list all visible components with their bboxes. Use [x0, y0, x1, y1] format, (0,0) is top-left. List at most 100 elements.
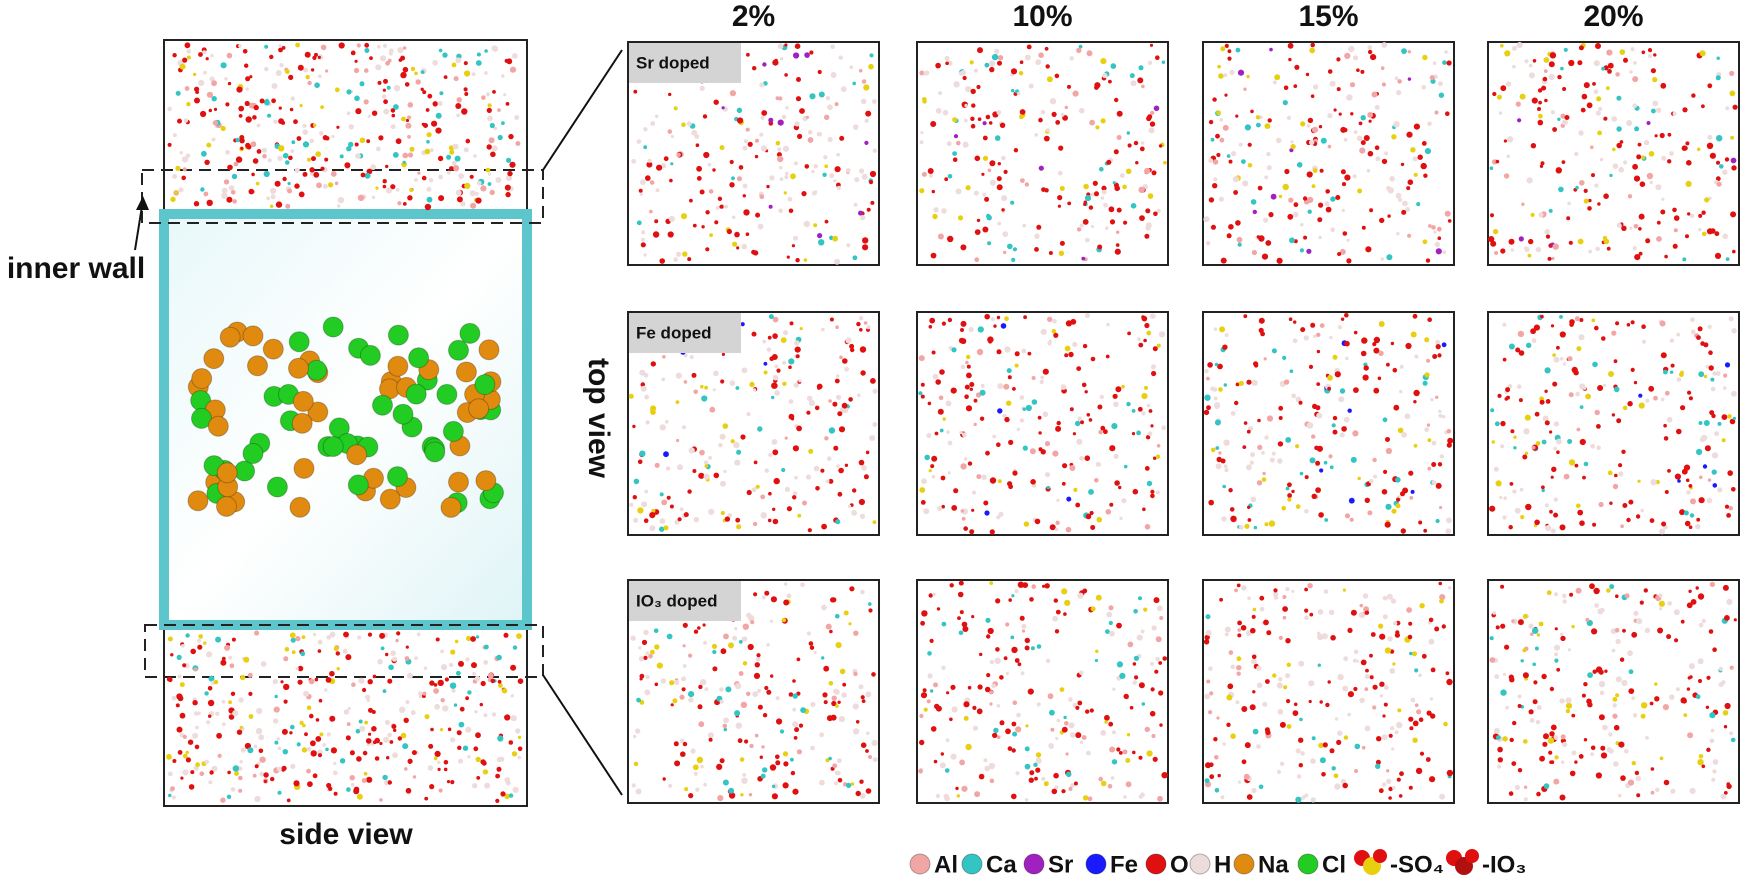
atom	[1264, 123, 1271, 129]
atom	[760, 145, 768, 152]
atom	[1537, 107, 1541, 111]
atom	[1084, 455, 1091, 462]
atom	[788, 208, 794, 214]
legend-label: H	[1214, 851, 1231, 878]
atom	[1024, 798, 1029, 802]
atom	[1637, 142, 1642, 147]
atom	[405, 645, 409, 649]
atom	[170, 653, 174, 657]
atom	[1430, 667, 1436, 673]
atom	[1494, 251, 1499, 255]
atom	[735, 722, 742, 729]
atom	[1544, 229, 1550, 235]
atom	[1362, 593, 1369, 599]
atom	[1672, 111, 1677, 116]
atom	[208, 714, 212, 718]
atom	[931, 189, 935, 194]
atom	[263, 170, 270, 178]
atom	[1374, 104, 1380, 110]
atom	[736, 449, 742, 455]
atom	[747, 141, 753, 147]
atom	[1204, 693, 1211, 700]
atom	[995, 598, 1001, 604]
atom	[772, 374, 779, 381]
atom	[1147, 193, 1154, 199]
atom	[1368, 478, 1374, 484]
atom	[1109, 219, 1116, 225]
atom	[1661, 197, 1665, 201]
atom	[317, 753, 323, 758]
atom	[950, 684, 956, 690]
atom	[1494, 421, 1500, 427]
atom	[207, 686, 213, 691]
atom	[661, 499, 668, 506]
atom	[318, 698, 323, 703]
atom	[824, 436, 829, 441]
ion	[379, 488, 401, 510]
atom	[1512, 720, 1517, 726]
atom	[1037, 415, 1042, 420]
atom	[720, 480, 726, 487]
atom	[1702, 464, 1708, 469]
atom	[485, 167, 491, 173]
atom	[386, 85, 391, 90]
atom	[956, 794, 960, 798]
atom	[1235, 220, 1241, 226]
atom	[1273, 588, 1278, 593]
atom	[1275, 137, 1282, 144]
atom	[1447, 219, 1452, 223]
atom	[438, 788, 443, 793]
atom	[726, 228, 733, 235]
atom	[1435, 482, 1442, 489]
atom	[1508, 525, 1513, 530]
atom	[1138, 596, 1142, 601]
atom	[752, 691, 759, 698]
atom	[862, 79, 867, 84]
atom	[643, 253, 647, 257]
atom	[1664, 390, 1670, 396]
atom	[1060, 384, 1067, 390]
atom	[674, 760, 681, 767]
atom	[785, 106, 789, 110]
atom	[1098, 430, 1103, 435]
atom	[1132, 488, 1139, 495]
atom	[405, 700, 410, 705]
atom	[1495, 480, 1502, 487]
atom	[1310, 758, 1316, 764]
atom	[649, 525, 656, 532]
atom	[1590, 745, 1596, 751]
atom	[1574, 316, 1580, 322]
atom	[760, 115, 765, 120]
atom	[238, 775, 243, 781]
atom	[957, 616, 961, 620]
atom	[794, 475, 798, 480]
atom	[495, 773, 500, 779]
atom	[1325, 189, 1330, 194]
atom	[872, 422, 878, 427]
atom	[452, 143, 459, 150]
atom	[1142, 507, 1146, 512]
atom	[764, 468, 769, 473]
ion	[266, 476, 288, 498]
atom	[380, 646, 385, 651]
atom	[1710, 728, 1715, 733]
atom	[1392, 621, 1398, 626]
atom	[500, 791, 506, 797]
atom	[1309, 457, 1316, 464]
atom	[853, 124, 859, 130]
atom	[264, 44, 269, 49]
atom	[1340, 778, 1346, 785]
atom	[303, 690, 310, 697]
atom	[1123, 795, 1127, 799]
ion	[207, 415, 229, 437]
atom	[456, 730, 462, 736]
atom	[1522, 454, 1528, 460]
atom	[1246, 794, 1253, 800]
atom	[451, 62, 457, 68]
atom	[264, 66, 269, 72]
atom	[921, 97, 927, 102]
atom	[817, 386, 821, 390]
atom	[1728, 316, 1734, 322]
atom	[206, 142, 212, 148]
atom	[1546, 590, 1552, 596]
